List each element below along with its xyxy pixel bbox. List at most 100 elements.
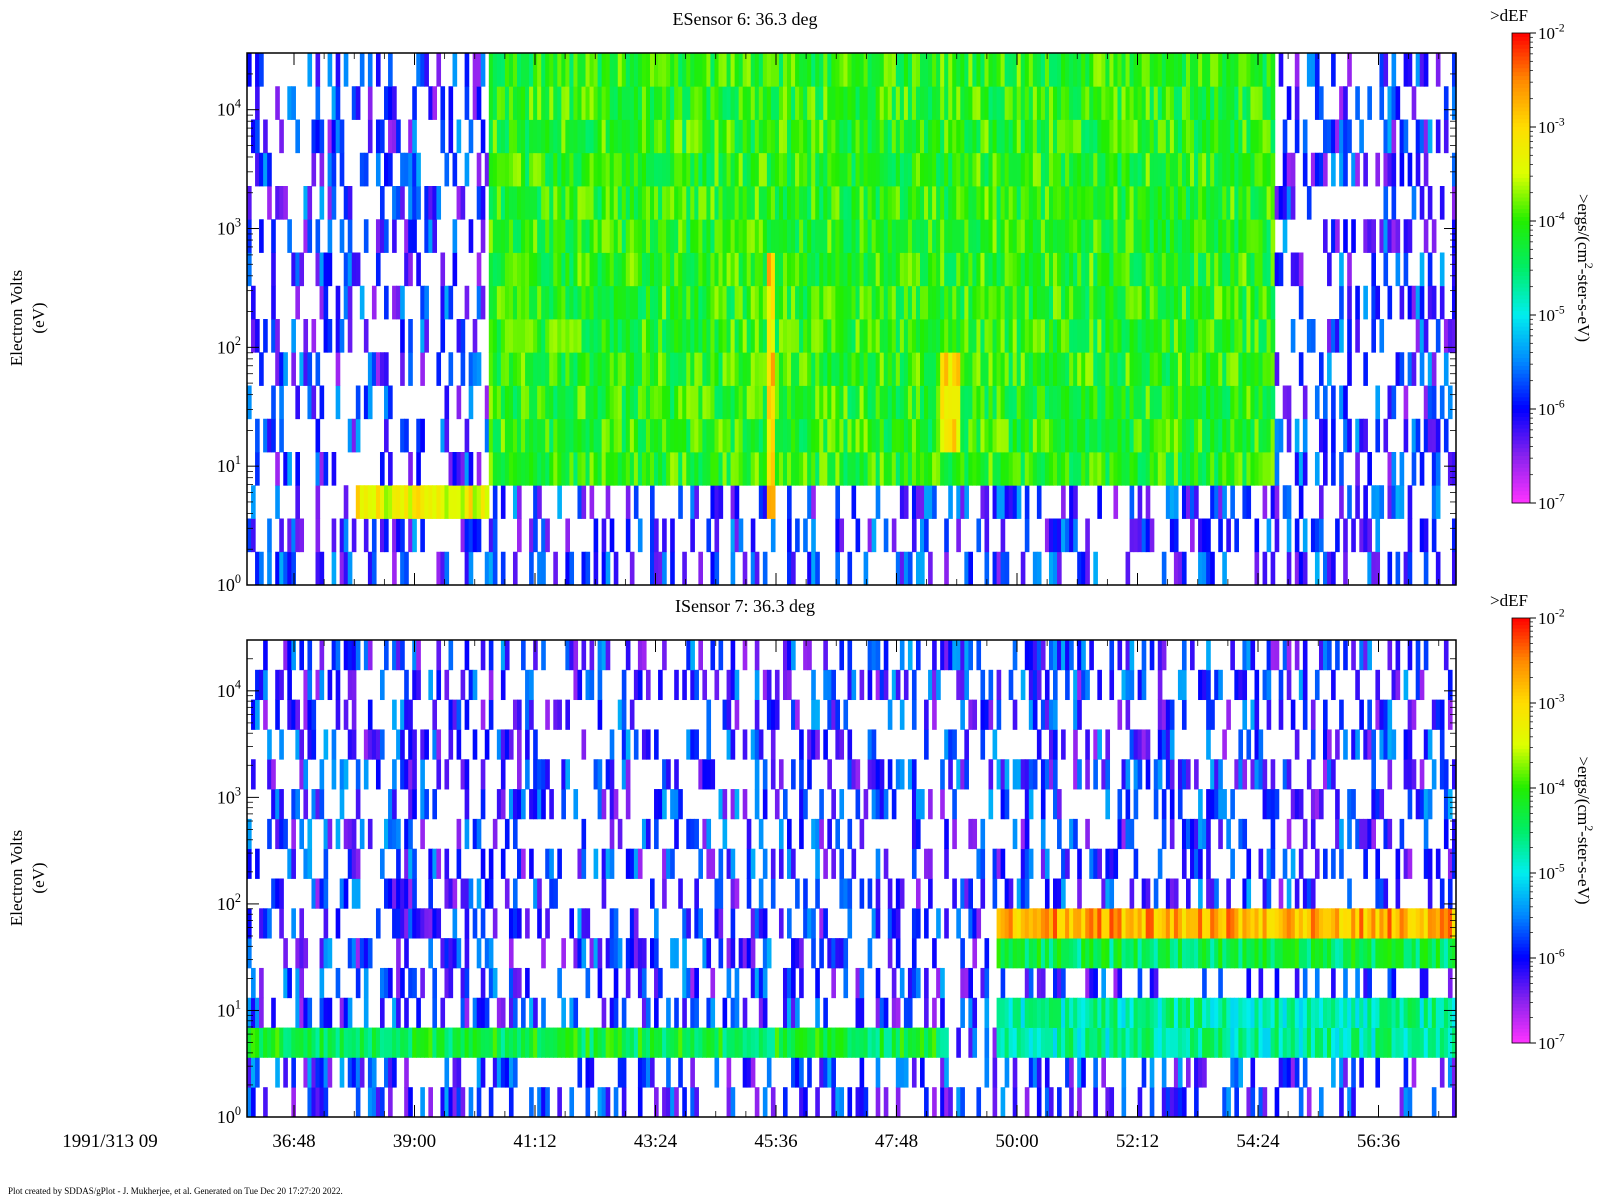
heat-cell — [1165, 119, 1171, 154]
heat-cell — [283, 1027, 288, 1058]
heat-cell — [533, 119, 538, 154]
heat-cell — [408, 1087, 413, 1118]
heat-cell — [1032, 418, 1038, 453]
heat-cell — [654, 53, 659, 87]
heat-cell — [1141, 418, 1147, 453]
heat-cell — [907, 1027, 913, 1058]
heat-cell — [645, 119, 651, 154]
heat-cell — [778, 908, 784, 939]
heat-cell — [1028, 86, 1034, 120]
heat-cell — [1105, 252, 1111, 287]
heat-cell — [1435, 119, 1441, 154]
heat-cell — [335, 319, 341, 353]
heat-cell — [267, 551, 272, 586]
heat-cell — [710, 848, 716, 879]
heat-cell — [533, 186, 538, 220]
heat-cell — [1250, 418, 1256, 453]
heat-cell — [601, 1087, 607, 1118]
colorbar-swatch — [1512, 377, 1530, 383]
heat-cell — [480, 1057, 486, 1088]
heat-cell — [891, 789, 897, 820]
heat-cell — [831, 1057, 836, 1088]
heat-cell — [710, 319, 716, 353]
heat-cell — [633, 53, 639, 87]
heat-cell — [1185, 418, 1191, 453]
heat-cell — [887, 1027, 893, 1058]
heat-cell — [533, 997, 538, 1028]
heat-cell — [795, 219, 800, 253]
heat-cell — [778, 53, 784, 87]
heat-cell — [545, 86, 550, 120]
heat-cell — [508, 789, 514, 820]
heat-cell — [1113, 385, 1119, 420]
heat-cell — [408, 452, 413, 486]
heat-cell — [492, 119, 498, 154]
heat-cell — [803, 152, 808, 187]
heat-cell — [795, 119, 800, 154]
heat-cell — [915, 119, 921, 154]
heat-cell — [1085, 53, 1090, 87]
heat-cell — [952, 285, 957, 320]
heat-cell — [698, 418, 703, 453]
heat-cell — [827, 152, 832, 187]
heat-cell — [899, 385, 905, 420]
heat-cell — [1093, 385, 1098, 420]
heat-cell — [416, 997, 421, 1028]
heat-cell — [799, 152, 804, 187]
heat-cell — [1133, 518, 1139, 553]
heat-cell — [920, 385, 925, 420]
heat-cell — [960, 669, 965, 701]
heat-cell — [521, 219, 526, 253]
heat-cell — [1073, 285, 1078, 320]
heat-cell — [863, 119, 869, 154]
heat-cell — [641, 385, 647, 420]
heat-cell — [903, 1027, 909, 1058]
heat-cell — [1202, 53, 1207, 87]
colorbar-swatch — [1512, 271, 1530, 277]
heat-cell — [645, 729, 651, 760]
heat-cell — [1157, 385, 1163, 420]
heat-cell — [1250, 352, 1256, 386]
heat-cell — [621, 1027, 627, 1058]
heat-cell — [1032, 452, 1038, 486]
heat-cell — [1085, 252, 1090, 287]
heat-cell — [1004, 285, 1010, 320]
heat-cell — [1451, 186, 1457, 220]
heat-cell — [883, 640, 889, 671]
heat-cell — [525, 908, 530, 939]
heat-cell — [315, 518, 321, 553]
heat-cell — [412, 119, 417, 154]
heat-cell — [726, 967, 732, 999]
heat-cell — [323, 848, 329, 879]
heat-cell — [480, 285, 486, 320]
heat-cell — [976, 186, 982, 220]
heat-cell — [1194, 152, 1199, 187]
heat-cell — [831, 452, 836, 486]
heat-cell — [1069, 119, 1074, 154]
heat-cell — [315, 1087, 321, 1118]
heat-cell — [1395, 485, 1401, 519]
heat-cell — [855, 319, 861, 353]
heat-cell — [464, 759, 470, 790]
heat-cell — [835, 319, 841, 353]
heat-cell — [1218, 219, 1223, 253]
heat-cell — [460, 759, 466, 790]
heat-cell — [1258, 385, 1264, 420]
heat-cell — [1375, 152, 1381, 187]
heat-cell — [1270, 252, 1276, 287]
heat-cell — [440, 551, 446, 586]
heat-cell — [996, 385, 1002, 420]
heat-cell — [936, 385, 941, 420]
heat-cell — [573, 997, 579, 1028]
heat-cell — [259, 1027, 264, 1058]
heat-cell — [1089, 385, 1094, 420]
heat-cell — [666, 152, 671, 187]
heat-cell — [247, 53, 252, 87]
heat-cell — [303, 186, 309, 220]
heat-cell — [1121, 352, 1127, 386]
heat-cell — [988, 152, 994, 187]
heat-cell — [682, 967, 687, 999]
heat-cell — [762, 452, 768, 486]
heat-cell — [525, 119, 530, 154]
heat-cell — [1133, 86, 1139, 120]
